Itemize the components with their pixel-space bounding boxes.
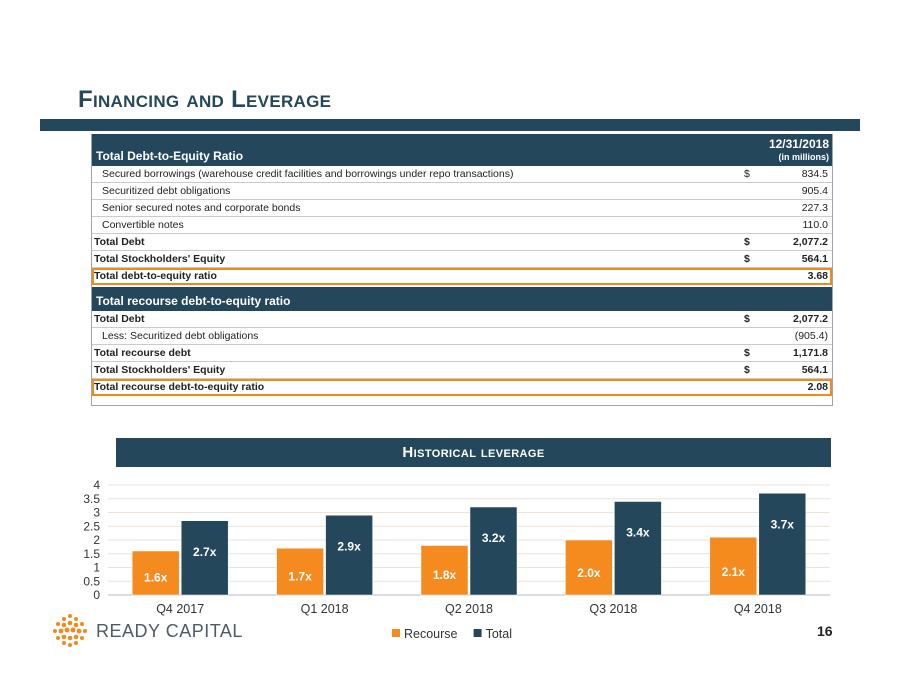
row-label: Total Stockholders' Equity (94, 253, 226, 265)
row-currency: $ (744, 253, 750, 265)
page-number: 16 (817, 623, 833, 639)
table-row: Securitized debt obligations 905.4 (92, 183, 832, 200)
page-title: Financing and Leverage (78, 86, 332, 113)
row-label: Total recourse debt (94, 347, 191, 359)
table-row-ratio: Total debt-to-equity ratio 3.68 (92, 268, 832, 285)
x-tick-label: Q1 2018 (301, 602, 349, 616)
ready-capital-logo-icon (53, 614, 87, 647)
row-label: Total debt-to-equity ratio (94, 270, 217, 282)
row-label: Secured borrowings (warehouse credit fac… (102, 168, 514, 180)
bar-recourse (420, 545, 469, 596)
row-value: 1,171.8 (792, 347, 828, 359)
data-label: 1.6x (144, 570, 168, 584)
bar-total (469, 506, 518, 596)
data-label: 2.0x (577, 566, 601, 580)
row-value: (905.4) (794, 330, 828, 342)
legend-label-total: Total (486, 627, 512, 641)
table-row: Total Stockholders' Equity $ 564.1 (92, 362, 832, 379)
table-row: Senior secured notes and corporate bonds… (92, 200, 832, 217)
data-label: 3.2x (482, 531, 506, 545)
bar-total (325, 515, 373, 596)
y-tick-label: 1 (93, 561, 100, 575)
legend-swatch-total (473, 629, 482, 637)
row-label: Convertible notes (102, 219, 184, 231)
row-value: 905.4 (801, 185, 828, 197)
x-tick-label: Q3 2018 (589, 602, 637, 616)
table-date: 12/31/2018 (768, 137, 829, 151)
row-currency: $ (744, 313, 750, 325)
bar-total (614, 501, 662, 596)
table-header-label: Total Debt-to-Equity Ratio (96, 149, 244, 163)
table-row: Secured borrowings (warehouse credit fac… (92, 166, 832, 183)
bar-recourse (565, 539, 613, 596)
row-value: 227.3 (801, 202, 828, 214)
x-tick-label: Q4 2018 (734, 602, 782, 616)
data-label: 2.9x (337, 539, 361, 553)
row-value: 3.68 (807, 270, 828, 282)
x-tick-label: Q2 2018 (445, 602, 493, 616)
bar-total (180, 520, 229, 596)
row-label: Securitized debt obligations (102, 185, 231, 197)
bar-recourse (709, 537, 758, 596)
debt-equity-table: Total Debt-to-Equity Ratio 12/31/2018 (i… (91, 134, 833, 406)
row-label: Total Debt (94, 313, 145, 325)
table-row-total-debt: Total Debt $ 2,077.2 (92, 234, 832, 251)
x-tick-label: Q4 2017 (156, 602, 204, 616)
row-currency: $ (744, 168, 750, 180)
y-tick-label: 2.5 (83, 519, 100, 533)
section-header-recourse: Total recourse debt-to-equity ratio (92, 287, 832, 311)
company-logo: READY CAPITAL (50, 611, 243, 651)
row-value: 2,077.2 (792, 236, 828, 248)
row-label: Less: Securitized debt obligations (102, 330, 259, 342)
y-tick-label: 4 (93, 478, 100, 492)
section-label: Total recourse debt-to-equity ratio (96, 294, 291, 308)
data-label: 1.7x (288, 569, 312, 583)
title-underline-bar (40, 119, 860, 131)
data-label: 2.1x (722, 565, 746, 579)
table-unit: (in millions) (778, 152, 830, 162)
company-name: READY CAPITAL (96, 620, 243, 641)
table-row-equity: Total Stockholders' Equity $ 564.1 (92, 251, 832, 268)
bar-total (758, 493, 807, 596)
data-label: 3.4x (626, 526, 650, 540)
data-label: 1.8x (433, 568, 457, 582)
table-header: Total Debt-to-Equity Ratio 12/31/2018 (i… (92, 134, 832, 166)
row-value: 2,077.2 (792, 313, 828, 325)
y-tick-label: 0.5 (83, 574, 100, 588)
chart-title: Historical leverage (116, 438, 831, 467)
y-tick-label: 0 (93, 588, 100, 602)
row-label: Senior secured notes and corporate bonds (102, 202, 301, 214)
row-value: 564.1 (801, 253, 828, 265)
bar-recourse (276, 548, 324, 596)
row-label: Total Debt (94, 236, 145, 248)
y-tick-label: 1.5 (83, 547, 100, 561)
table-row: Convertible notes 110.0 (92, 217, 832, 234)
data-label: 2.7x (193, 545, 217, 559)
row-value: 2.08 (807, 381, 828, 393)
y-tick-label: 2 (93, 533, 100, 547)
table-row: Total recourse debt $ 1,171.8 (92, 345, 832, 362)
row-value: 564.1 (801, 364, 828, 376)
legend-swatch-recourse (392, 629, 400, 637)
table-row: Less: Securitized debt obligations (905.… (92, 328, 832, 345)
row-label: Total Stockholders' Equity (94, 364, 226, 376)
table-row-recourse-ratio: Total recourse debt-to-equity ratio 2.08 (92, 379, 832, 396)
legend-label-recourse: Recourse (404, 627, 458, 641)
row-currency: $ (744, 364, 750, 376)
bar-recourse (131, 550, 180, 596)
row-value: 834.5 (801, 168, 828, 180)
data-label: 3.7x (771, 517, 795, 531)
row-currency: $ (744, 347, 750, 359)
y-tick-label: 3 (93, 506, 100, 520)
table-row: Total Debt $ 2,077.2 (92, 311, 832, 328)
row-label: Total recourse debt-to-equity ratio (94, 381, 265, 393)
y-tick-label: 3.5 (83, 492, 100, 506)
row-value: 110.0 (802, 219, 829, 231)
row-currency: $ (744, 236, 750, 248)
